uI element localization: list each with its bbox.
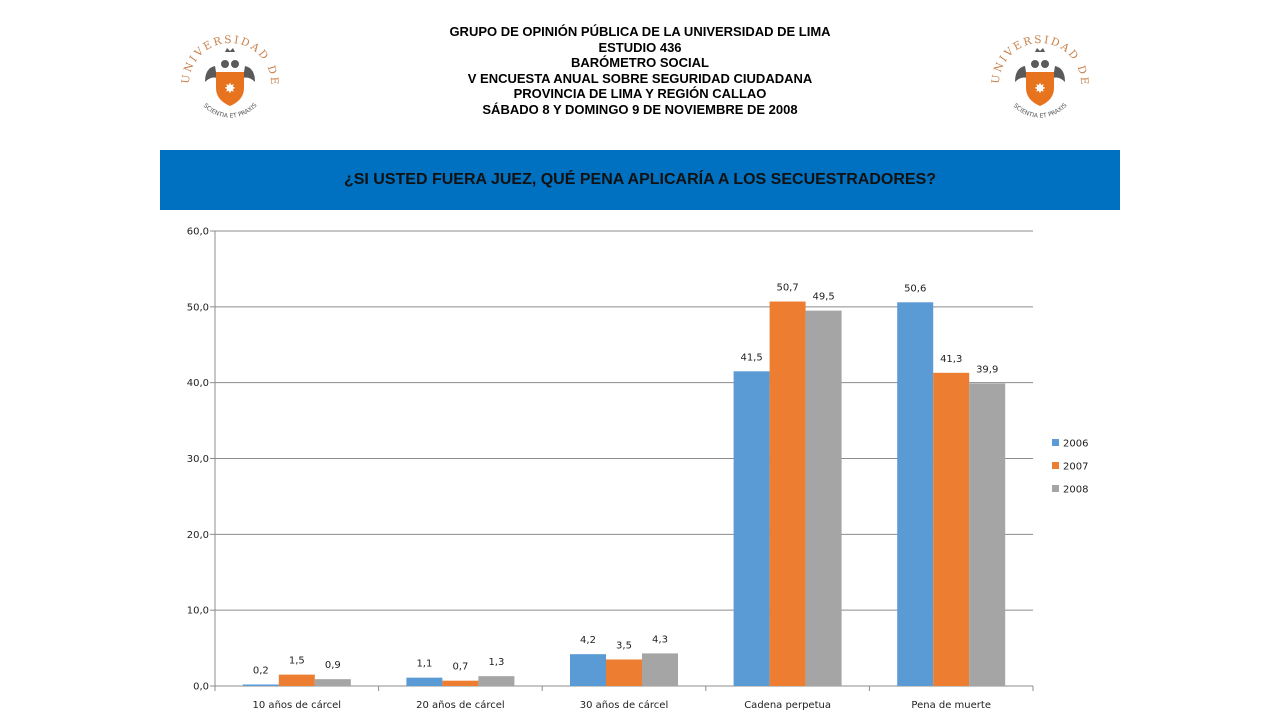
x-tick-label: 10 años de cárcel (253, 699, 342, 711)
svg-text:✸: ✸ (224, 81, 236, 97)
data-label: 50,6 (904, 283, 926, 294)
data-label: 1,3 (488, 657, 504, 668)
legend-label: 2006 (1063, 439, 1088, 450)
university-logo-left: UNIVERSIDAD DE LIMA SCIENTIA ET PRAXIS ✸ (175, 22, 278, 120)
university-logo-right: UNIVERSIDAD DE LIMA SCIENTIA ET PRAXIS ✸ (985, 22, 1088, 120)
bar (278, 674, 315, 686)
x-tick-label: Cadena perpetua (744, 700, 831, 711)
header-line: PROVINCIA DE LIMA Y REGIÓN CALLAO (513, 86, 767, 102)
y-tick-label: 20,0 (187, 530, 209, 541)
eagle-icon (205, 48, 255, 82)
data-label: 4,3 (652, 634, 668, 645)
report-header: GRUPO DE OPINIÓN PÚBLICA DE LA UNIVERSID… (380, 24, 900, 118)
bar (406, 677, 443, 686)
question-banner: ¿SI USTED FUERA JUEZ, QUÉ PENA APLICARÍA… (160, 150, 1120, 210)
legend-label: 2007 (1063, 462, 1088, 473)
data-label: 1,5 (289, 656, 305, 667)
bar (242, 684, 279, 686)
shield-icon: ✸ (1026, 72, 1054, 106)
question-title: ¿SI USTED FUERA JUEZ, QUÉ PENA APLICARÍA… (343, 171, 937, 188)
y-tick-label: 10,0 (187, 606, 209, 617)
legend-swatch (1052, 439, 1059, 446)
x-tick-label: Pena de muerte (911, 700, 991, 711)
y-tick-label: 30,0 (187, 454, 209, 465)
eagle-icon (1015, 48, 1065, 82)
data-label: 39,9 (976, 364, 998, 375)
data-label: 49,5 (812, 292, 834, 303)
x-tick-label: 30 años de cárcel (580, 699, 669, 711)
legend-label: 2008 (1063, 485, 1088, 496)
header-line: BARÓMETRO SOCIAL (571, 55, 709, 71)
header-line: GRUPO DE OPINIÓN PÚBLICA DE LA UNIVERSID… (449, 24, 831, 39)
bar (933, 372, 970, 686)
bar (606, 659, 642, 686)
y-tick-label: 60,0 (187, 227, 209, 238)
shield-icon: ✸ (216, 72, 244, 106)
bar (570, 654, 606, 686)
data-label: 0,7 (452, 662, 468, 673)
header-line: SÁBADO 8 Y DOMINGO 9 DE NOVIEMBRE DE 200… (482, 101, 798, 117)
data-label: 3,5 (616, 640, 632, 651)
bar (314, 679, 351, 686)
bar (642, 653, 678, 686)
bar (769, 301, 806, 686)
legend-swatch (1052, 462, 1059, 469)
data-label: 0,9 (325, 660, 341, 671)
bar (805, 310, 842, 686)
svg-text:✸: ✸ (1034, 81, 1046, 97)
y-tick-label: 0,0 (193, 682, 209, 693)
data-label: 4,2 (580, 635, 596, 646)
data-label: 41,3 (940, 354, 962, 365)
data-label: 1,1 (416, 659, 432, 670)
bar (442, 680, 479, 686)
header-line: ESTUDIO 436 (598, 39, 682, 55)
data-label: 0,2 (253, 665, 269, 676)
data-label: 50,7 (776, 283, 798, 294)
x-tick-label: 20 años de cárcel (416, 699, 505, 711)
header-line: V ENCUESTA ANUAL SOBRE SEGURIDAD CIUDADA… (467, 70, 813, 86)
y-tick-label: 50,0 (187, 302, 209, 313)
y-tick-label: 40,0 (187, 378, 209, 389)
bar (733, 371, 770, 686)
data-label: 41,5 (740, 352, 762, 363)
bar (969, 383, 1006, 686)
bar (897, 302, 934, 686)
bar (478, 676, 515, 686)
legend-swatch (1052, 485, 1059, 492)
